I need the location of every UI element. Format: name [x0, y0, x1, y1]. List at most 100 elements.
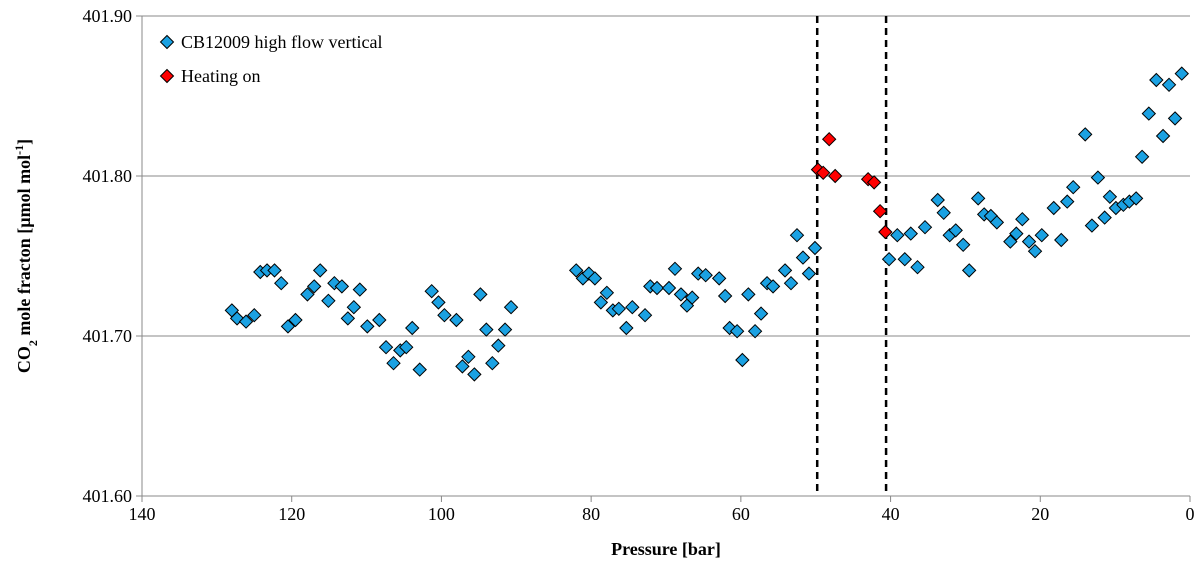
data-point — [497, 322, 513, 337]
y-label-part: mole fracton [µmol mol — [14, 155, 34, 340]
data-point — [247, 307, 262, 323]
data-point — [1084, 218, 1100, 233]
data-point — [473, 287, 488, 302]
data-point — [1161, 77, 1177, 93]
data-point — [897, 251, 913, 267]
x-tick-label: 60 — [732, 504, 750, 524]
data-point — [599, 285, 615, 301]
data-point — [1102, 189, 1118, 205]
data-point — [698, 267, 713, 283]
data-point — [881, 251, 897, 267]
data-point — [747, 323, 763, 339]
data-point — [306, 279, 322, 294]
data-point — [936, 205, 951, 221]
y-label-part: -1 — [12, 145, 26, 155]
data-point — [717, 288, 733, 304]
data-point — [661, 280, 677, 296]
y-axis-label: CO2 mole fracton [µmol mol-1] — [12, 139, 40, 373]
y-label-part: 2 — [26, 340, 40, 346]
data-point — [684, 290, 700, 305]
data-point — [372, 312, 387, 328]
data-point — [961, 263, 977, 278]
data-point — [955, 237, 971, 253]
data-point — [437, 307, 452, 323]
y-label-part: ] — [14, 139, 34, 145]
data-point — [267, 263, 282, 278]
data-point — [711, 271, 727, 286]
data-point — [288, 312, 303, 328]
data-point — [827, 168, 843, 184]
data-point — [649, 280, 665, 296]
data-point — [340, 311, 356, 326]
y-tick-label: 401.60 — [83, 486, 133, 506]
data-point — [1149, 72, 1164, 88]
data-point — [467, 367, 482, 382]
data-point — [619, 320, 634, 336]
data-point — [1009, 226, 1024, 241]
data-point — [866, 175, 882, 190]
data-point — [455, 359, 470, 374]
data-point — [360, 319, 375, 334]
data-point — [412, 362, 427, 377]
data-point — [461, 349, 476, 365]
x-tick-label: 80 — [582, 504, 600, 524]
data-point — [637, 307, 653, 323]
data-point — [1046, 200, 1061, 216]
data-point — [1174, 66, 1189, 81]
data-point — [280, 319, 296, 334]
data-point — [1034, 227, 1049, 243]
data-point — [352, 282, 368, 297]
data-point — [917, 219, 933, 235]
data-point — [449, 312, 464, 328]
data-point — [503, 299, 519, 315]
data-point — [890, 227, 905, 243]
data-point — [735, 352, 750, 368]
legend-label: Heating on — [181, 66, 260, 86]
y-tick-label: 401.90 — [83, 6, 133, 26]
data-point — [815, 165, 831, 181]
data-point — [346, 299, 362, 315]
legend-marker — [159, 34, 175, 50]
x-tick-label: 0 — [1186, 504, 1195, 524]
data-point — [1015, 211, 1030, 227]
data-point — [789, 227, 805, 243]
x-tick-label: 140 — [129, 504, 156, 524]
data-point — [399, 339, 414, 355]
data-point — [1060, 194, 1075, 209]
data-point — [801, 266, 817, 281]
data-point — [378, 339, 394, 355]
data-point — [741, 287, 756, 302]
data-point — [795, 250, 811, 265]
x-tick-label: 120 — [278, 504, 305, 524]
data-point — [1066, 179, 1081, 195]
data-point — [753, 306, 769, 321]
data-point — [568, 263, 584, 278]
data-point — [1155, 128, 1171, 144]
x-tick-label: 40 — [882, 504, 900, 524]
data-point — [807, 240, 823, 256]
data-point — [872, 203, 888, 219]
data-point — [1141, 106, 1157, 121]
data-point — [821, 131, 837, 147]
data-point — [930, 192, 945, 208]
data-point — [1027, 243, 1043, 259]
data-point — [312, 263, 328, 278]
y-tick-label: 401.80 — [83, 166, 133, 186]
data-point — [970, 191, 986, 206]
data-point — [1128, 191, 1144, 206]
data-point — [1054, 232, 1069, 248]
data-point — [334, 279, 350, 294]
data-point — [1097, 210, 1112, 225]
data-point — [587, 271, 603, 286]
data-point — [611, 301, 627, 317]
data-point — [405, 320, 420, 336]
data-point — [989, 215, 1005, 230]
data-point — [386, 355, 401, 371]
data-point — [729, 323, 745, 339]
data-point — [300, 287, 315, 302]
y-tick-label: 401.70 — [83, 326, 133, 346]
x-axis-label: Pressure [bar] — [611, 539, 721, 559]
data-point — [673, 287, 689, 302]
data-point — [485, 355, 500, 371]
data-point — [1003, 234, 1018, 249]
